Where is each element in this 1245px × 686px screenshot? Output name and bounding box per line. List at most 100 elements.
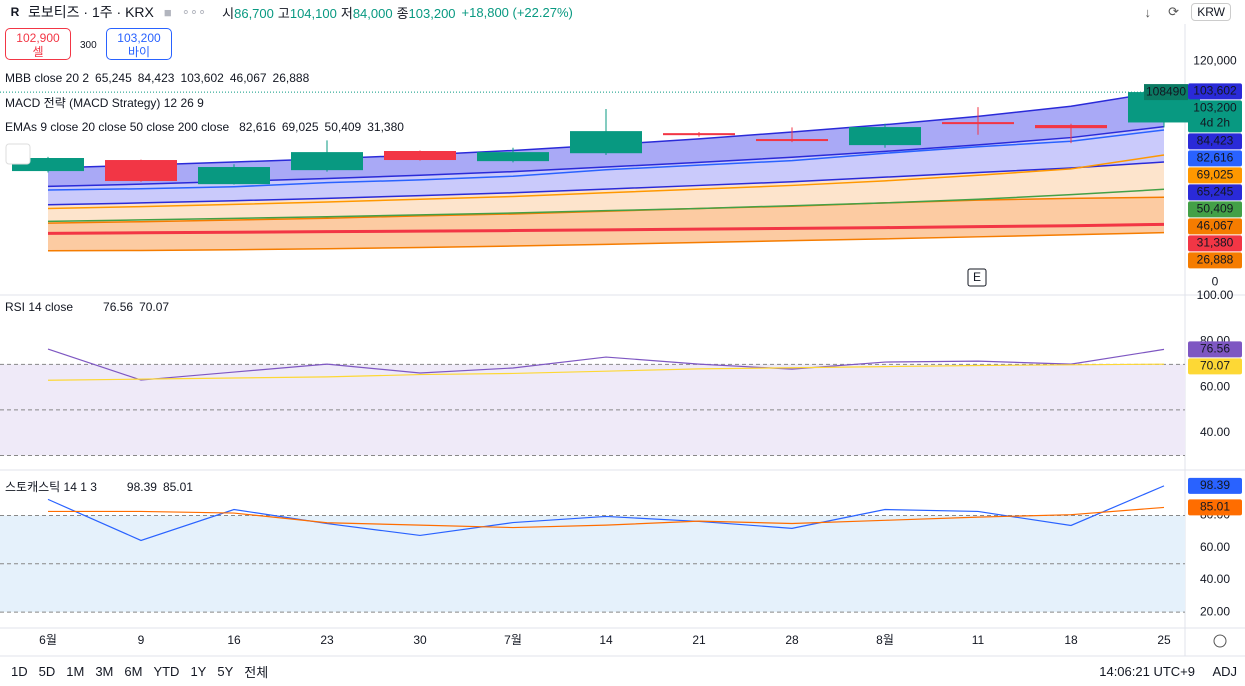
y-tick-label: 60.00 bbox=[1200, 379, 1230, 393]
y-tick-label: 40.00 bbox=[1200, 425, 1230, 439]
candle-body bbox=[1035, 125, 1107, 129]
settings-icon[interactable] bbox=[1213, 634, 1227, 648]
y-tick-label: 60.00 bbox=[1200, 540, 1230, 554]
indicator-line bbox=[48, 506, 1165, 529]
ohlc-key: 저 bbox=[340, 5, 353, 21]
ohlc-value: 86,700 bbox=[234, 5, 274, 21]
price-tag-label: 31,380 bbox=[1197, 236, 1234, 250]
candle-body bbox=[105, 160, 177, 182]
price-tag-label: 50,409 bbox=[1197, 202, 1234, 216]
x-tick-label: 18 bbox=[1064, 633, 1078, 647]
clock: 14:06:21 UTC+9 bbox=[1099, 664, 1195, 679]
sell-price: 102,900 bbox=[16, 31, 60, 45]
download-icon[interactable]: ↓ bbox=[1144, 4, 1152, 20]
range-button[interactable]: 1M bbox=[66, 664, 85, 679]
candle-body bbox=[384, 151, 456, 161]
indicator-line bbox=[47, 129, 1165, 191]
price-tag bbox=[1188, 201, 1242, 218]
price-tag bbox=[1188, 218, 1242, 235]
symbol[interactable]: 로보티즈 · 1주 · KRX bbox=[28, 4, 154, 20]
buy-button[interactable]: 103,200 바이 bbox=[106, 28, 172, 60]
legend-value: 69,025 bbox=[282, 120, 319, 134]
x-tick-label: 23 bbox=[320, 633, 334, 647]
candle-body bbox=[198, 167, 270, 185]
candle-body bbox=[291, 152, 363, 171]
price-tag bbox=[1188, 150, 1242, 167]
price-tag-label: 84,423 bbox=[1197, 134, 1234, 148]
legend-value: 85.01 bbox=[163, 480, 193, 494]
legend-value: 98.39 bbox=[127, 480, 157, 494]
legend-title: MACD 전략 (MACD Strategy) 12 26 9 bbox=[5, 96, 204, 110]
range-button[interactable]: YTD bbox=[153, 664, 180, 679]
range-button[interactable]: 5D bbox=[38, 664, 56, 679]
logo: R bbox=[10, 5, 20, 19]
price-tag bbox=[1188, 252, 1242, 269]
range-button[interactable]: 5Y bbox=[217, 664, 234, 679]
legend-value: 65,245 bbox=[95, 71, 132, 85]
price-tag-label: 46,067 bbox=[1197, 219, 1234, 233]
adjust[interactable]: ADJ bbox=[1212, 664, 1237, 679]
legend-title: MBB close 20 2 bbox=[5, 71, 89, 85]
range-button[interactable]: 3M bbox=[95, 664, 114, 679]
candle-body bbox=[756, 139, 828, 142]
price-tag bbox=[1188, 358, 1242, 375]
price-tag-label: 76.56 bbox=[1200, 342, 1230, 356]
range-button[interactable]: 전체 bbox=[244, 665, 269, 680]
x-tick-label: 14 bbox=[599, 633, 613, 647]
y-tick-label: 100.00 bbox=[1197, 288, 1234, 302]
ohlc-key: 고 bbox=[277, 5, 290, 21]
price-tag-label: 65,245 bbox=[1197, 185, 1234, 199]
currency[interactable]: KRW bbox=[1191, 3, 1231, 21]
event-marker-label: E bbox=[973, 270, 981, 284]
collapse-button[interactable] bbox=[5, 143, 31, 165]
refresh-icon[interactable]: ⟳ bbox=[1168, 4, 1179, 19]
y-tick-label: 120,000 bbox=[1193, 53, 1237, 67]
indicator-line bbox=[47, 485, 1165, 542]
annotation: 108490 bbox=[1146, 84, 1186, 98]
indicator-line bbox=[47, 348, 1165, 381]
price-tag bbox=[1188, 100, 1242, 133]
price-tag bbox=[1188, 133, 1242, 150]
change: +18,800 (+22.27%) bbox=[461, 4, 573, 20]
price-tag-countdown: 4d 2h bbox=[1200, 116, 1230, 130]
legend-value: 31,380 bbox=[367, 120, 404, 134]
toolbar: 14:06:21 UTC+9 ADJ 1D 5D 1M 3M 6M YTD 1Y 5Y 전체 bbox=[0, 657, 1245, 686]
price-tag bbox=[1188, 83, 1242, 100]
legend-title: RSI 14 close bbox=[5, 300, 73, 314]
sell-label: 셀 bbox=[32, 45, 44, 59]
flag-icon[interactable]: ■ bbox=[163, 4, 172, 20]
price-tag bbox=[1188, 235, 1242, 252]
legend-value: 82,616 bbox=[239, 120, 276, 134]
price-tag-label: 103,200 bbox=[1193, 101, 1237, 115]
y-tick-label: 0 bbox=[1212, 274, 1219, 288]
price-tag bbox=[1188, 499, 1242, 516]
indicator-line bbox=[47, 231, 1165, 252]
range-button[interactable]: 6M bbox=[124, 664, 143, 679]
price-tag-label: 85.01 bbox=[1200, 500, 1230, 514]
more-icon[interactable]: ∘∘∘ bbox=[181, 4, 207, 19]
legend-value: 76.56 bbox=[103, 300, 133, 314]
price-tag-label: 69,025 bbox=[1197, 168, 1234, 182]
price-tag bbox=[1188, 167, 1242, 184]
sell-button[interactable]: 102,900 셀 bbox=[5, 28, 71, 60]
legend-value: 50,409 bbox=[325, 120, 362, 134]
indicator-line bbox=[47, 363, 1165, 381]
annotation-box bbox=[1144, 84, 1188, 101]
ohlc-value: 103,200 bbox=[408, 5, 456, 21]
legend-value: 103,602 bbox=[180, 71, 224, 85]
x-tick-label: 16 bbox=[227, 633, 241, 647]
price-tag-label: 98.39 bbox=[1200, 478, 1230, 492]
candle-body bbox=[477, 152, 549, 162]
candle-body bbox=[849, 127, 921, 146]
candle-body bbox=[663, 133, 735, 136]
range-button[interactable]: 1Y bbox=[190, 664, 207, 679]
price-tag-label: 26,888 bbox=[1197, 253, 1234, 267]
indicator-line bbox=[47, 188, 1165, 223]
price-tag bbox=[1188, 184, 1242, 201]
range-button[interactable]: 1D bbox=[11, 664, 28, 679]
indicator-line bbox=[47, 154, 1165, 210]
legend-value: 46,067 bbox=[230, 71, 267, 85]
buy-price: 103,200 bbox=[117, 31, 161, 45]
